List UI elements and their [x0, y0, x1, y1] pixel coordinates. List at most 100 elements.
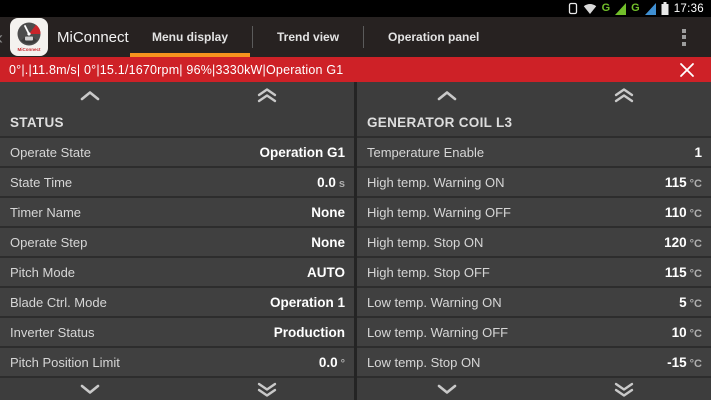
alarm-ticker-bar: 0°|.|11.8m/s| 0°|15.1/1670rpm| 96%|3330k… — [0, 57, 711, 82]
coil-scroll-top-button[interactable] — [579, 82, 669, 108]
row-value: 5 °C — [679, 294, 702, 310]
signal-strength-green-icon — [615, 2, 627, 15]
network-type-g-icon: G — [601, 2, 611, 14]
row-label: Temperature Enable — [367, 144, 485, 160]
coil-scroll-up-button[interactable] — [402, 82, 492, 108]
table-row[interactable]: High temp. Warning OFF 110 °C — [357, 196, 711, 226]
panel-status: STATUS Operate State Operation G1 State … — [0, 82, 354, 400]
row-label: Low temp. Warning ON — [367, 294, 502, 310]
table-row[interactable]: High temp. Stop ON 120 °C — [357, 226, 711, 256]
tab-menu-display-label: Menu display — [152, 30, 229, 44]
row-value: Operation G1 — [259, 144, 345, 160]
row-value: None — [311, 234, 345, 250]
screen-rotation-icon — [568, 2, 578, 15]
table-row[interactable]: Low temp. Warning OFF 10 °C — [357, 316, 711, 346]
android-status-bar: G G 17:36 — [0, 0, 711, 17]
status-scroll-top-button[interactable] — [222, 82, 312, 108]
table-row[interactable]: High temp. Warning ON 115 °C — [357, 166, 711, 196]
table-row[interactable]: Pitch Mode AUTO — [0, 256, 354, 286]
tab-operation-panel-label: Operation panel — [388, 30, 480, 44]
row-label: High temp. Stop ON — [367, 234, 484, 250]
gauge-logo-icon: MiConnect — [17, 22, 42, 52]
table-row[interactable]: Inverter Status Production — [0, 316, 354, 346]
panel-title-status: STATUS — [0, 108, 354, 136]
row-label: Blade Ctrl. Mode — [10, 294, 107, 310]
chevron-up-icon — [80, 90, 100, 100]
row-value: -15 °C — [667, 354, 702, 370]
table-row[interactable]: Blade Ctrl. Mode Operation 1 — [0, 286, 354, 316]
coil-row-list: Temperature Enable 1 High temp. Warning … — [357, 136, 711, 376]
row-label: Timer Name — [10, 204, 82, 220]
status-scroll-down-button[interactable] — [45, 378, 135, 400]
double-chevron-up-icon — [614, 87, 634, 102]
row-label: Operate State — [10, 144, 91, 160]
status-row-list: Operate State Operation G1 State Time 0.… — [0, 136, 354, 376]
status-scroll-up-strip — [0, 82, 354, 108]
tab-separator — [252, 26, 254, 48]
app-title: MiConnect — [57, 28, 129, 46]
active-tab-underline — [130, 53, 251, 57]
status-scroll-down-strip — [0, 376, 354, 398]
table-row[interactable]: Operate Step None — [0, 226, 354, 256]
row-label: Low temp. Warning OFF — [367, 324, 509, 340]
overflow-menu-icon[interactable] — [675, 25, 693, 49]
column-divider — [354, 82, 357, 400]
row-value: 1 — [694, 144, 702, 160]
telemetry-ticker-text: 0°|.|11.8m/s| 0°|15.1/1670rpm| 96%|3330k… — [9, 62, 344, 77]
app-logo[interactable]: MiConnect — [10, 18, 48, 56]
double-chevron-up-icon — [257, 87, 277, 102]
status-scroll-up-button[interactable] — [45, 82, 135, 108]
row-label: High temp. Warning OFF — [367, 204, 512, 220]
row-value: 0.0 ° — [318, 354, 345, 370]
panel-title-generator-coil-l3: GENERATOR COIL L3 — [357, 108, 711, 136]
double-chevron-down-icon — [257, 382, 277, 397]
row-value: 115 °C — [664, 174, 702, 190]
row-label: Inverter Status — [10, 324, 95, 340]
chevron-up-icon — [437, 90, 457, 100]
tab-trend-view-label: Trend view — [277, 30, 340, 44]
table-row[interactable]: Temperature Enable 1 — [357, 136, 711, 166]
tab-trend-view[interactable]: Trend view — [253, 17, 363, 57]
tab-separator — [363, 26, 365, 48]
close-icon[interactable] — [677, 60, 697, 80]
battery-icon — [661, 2, 669, 15]
row-label: Pitch Position Limit — [10, 354, 120, 370]
row-label: High temp. Warning ON — [367, 174, 505, 190]
signal-strength-blue-icon — [644, 2, 656, 15]
table-row[interactable]: Low temp. Warning ON 5 °C — [357, 286, 711, 316]
row-label: Pitch Mode — [10, 264, 76, 280]
row-label: Low temp. Stop ON — [367, 354, 481, 370]
tab-menu-display[interactable]: Menu display — [128, 17, 252, 57]
clock-text: 17:36 — [673, 2, 704, 15]
status-scroll-bottom-button[interactable] — [222, 378, 312, 400]
row-value: 0.0 s — [317, 174, 345, 190]
table-row[interactable]: Timer Name None — [0, 196, 354, 226]
table-row[interactable]: High temp. Stop OFF 115 °C — [357, 256, 711, 286]
double-chevron-down-icon — [614, 382, 634, 397]
network-type-g2-icon: G — [631, 2, 640, 14]
table-row[interactable]: Low temp. Stop ON -15 °C — [357, 346, 711, 376]
svg-text:MiConnect: MiConnect — [18, 47, 42, 52]
back-chevron-icon[interactable]: ‹ — [0, 28, 3, 49]
table-row[interactable]: Operate State Operation G1 — [0, 136, 354, 166]
row-value: AUTO — [306, 264, 345, 280]
coil-scroll-down-strip — [357, 376, 711, 398]
table-row[interactable]: Pitch Position Limit 0.0 ° — [0, 346, 354, 376]
row-value: None — [311, 204, 345, 220]
row-label: Operate Step — [10, 234, 88, 250]
row-label: State Time — [10, 174, 73, 190]
app-bar: ‹ MiConnect MiConnect Menu display Trend… — [0, 17, 711, 57]
row-value: 120 °C — [664, 234, 702, 250]
row-value: Production — [273, 324, 345, 340]
coil-scroll-bottom-button[interactable] — [579, 378, 669, 400]
row-value: Operation 1 — [269, 294, 345, 310]
panel-generator-coil-l3: GENERATOR COIL L3 Temperature Enable 1 H… — [357, 82, 711, 400]
row-label: High temp. Stop OFF — [367, 264, 490, 280]
tab-bar: Menu display Trend view Operation panel — [128, 17, 503, 57]
table-row[interactable]: State Time 0.0 s — [0, 166, 354, 196]
chevron-down-icon — [437, 384, 457, 394]
tab-operation-panel[interactable]: Operation panel — [364, 17, 503, 57]
chevron-down-icon — [80, 384, 100, 394]
coil-scroll-down-button[interactable] — [402, 378, 492, 400]
wifi-icon — [583, 3, 597, 15]
